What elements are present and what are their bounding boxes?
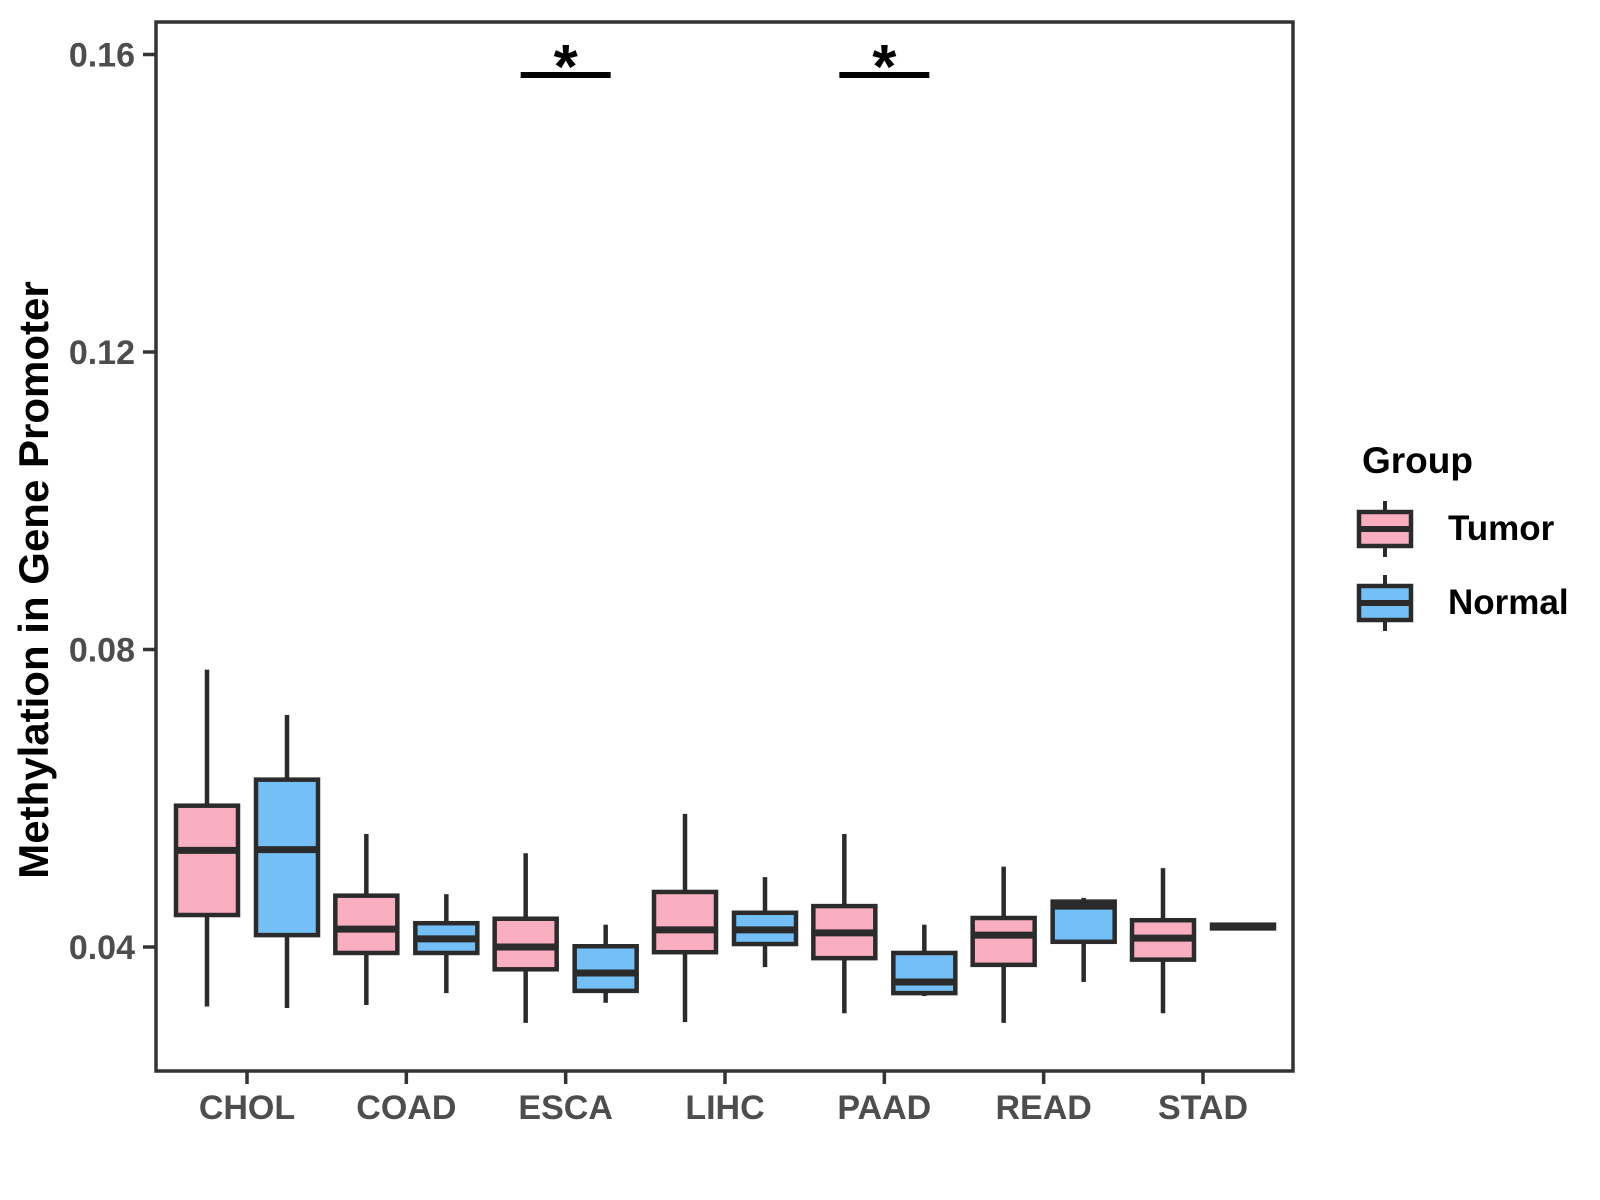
legend-entry-normal: Normal bbox=[1330, 574, 1590, 632]
significance-star-PAAD: * bbox=[872, 33, 897, 102]
boxplot-CHOL-normal-box bbox=[253, 777, 321, 938]
panel-border bbox=[154, 20, 1295, 1073]
boxplot-LIHC-tumor-box bbox=[651, 889, 719, 955]
y-tick-label-0.16: 0.16 bbox=[69, 37, 135, 75]
x-tick-label-PAAD: PAAD bbox=[837, 1089, 931, 1127]
x-tick-label-READ: READ bbox=[995, 1089, 1091, 1127]
boxplot-ESCA-normal-box bbox=[572, 944, 639, 994]
legend-key-normal-boxplot-icon bbox=[1356, 575, 1414, 631]
y-tick-label-0.04: 0.04 bbox=[69, 929, 135, 967]
x-tick-label-CHOL: CHOL bbox=[199, 1089, 295, 1127]
x-tick-label-COAD: COAD bbox=[356, 1089, 456, 1127]
legend-label-tumor: Tumor bbox=[1448, 509, 1555, 548]
y-tick-label-0.12: 0.12 bbox=[69, 334, 135, 372]
significance-bar-PAAD bbox=[839, 72, 930, 78]
boxplot-CHOL-tumor-box bbox=[173, 803, 241, 918]
y-axis-title: Methylation in Gene Promoter bbox=[10, 281, 57, 879]
legend-entry-tumor: Tumor bbox=[1330, 500, 1590, 558]
legend-key-tumor-boxplot-icon bbox=[1356, 501, 1414, 557]
x-tick-label-LIHC: LIHC bbox=[685, 1089, 764, 1127]
y-tick-label-0.08: 0.08 bbox=[69, 632, 135, 670]
significance-bar-ESCA bbox=[520, 72, 611, 78]
boxplot-COAD-tumor-box bbox=[333, 893, 400, 956]
boxplot-READ-tumor-box bbox=[970, 915, 1037, 968]
legend-label-normal: Normal bbox=[1448, 583, 1569, 622]
legend: Group Tumor Normal bbox=[1330, 440, 1590, 648]
x-tick-label-STAD: STAD bbox=[1158, 1089, 1248, 1127]
x-tick-label-ESCA: ESCA bbox=[518, 1089, 612, 1127]
legend-title: Group bbox=[1362, 440, 1473, 481]
significance-star-ESCA: * bbox=[554, 33, 579, 102]
boxplot-PAAD-normal-box bbox=[891, 950, 958, 996]
